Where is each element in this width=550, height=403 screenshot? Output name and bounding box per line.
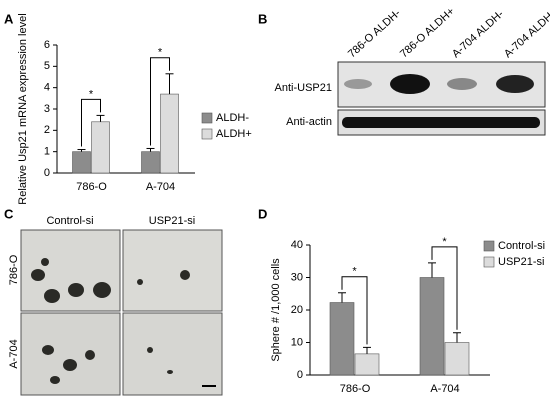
y-tick-label: 0: [44, 167, 50, 179]
lane-label: 786-O ALDH-: [346, 7, 403, 60]
sphere: [85, 350, 95, 360]
y-tick-label: 4: [44, 82, 50, 94]
significance-bracket: [81, 98, 101, 147]
legend-label: USP21-si: [498, 256, 544, 268]
panel-label: B: [258, 11, 267, 26]
band: [447, 78, 477, 90]
y-axis-label: Relative Usp21 mRNA expression level: [17, 13, 29, 204]
sphere: [147, 347, 153, 353]
legend-swatch: [201, 112, 213, 124]
y-tick-label: 0: [297, 369, 303, 381]
sphere: [167, 370, 173, 374]
x-tick-label: A-704: [146, 181, 175, 193]
row-label: 786-O: [8, 254, 20, 285]
y-axis-label: Sphere # /1,000 cells: [270, 258, 282, 362]
blot: [337, 61, 546, 136]
bar: [72, 151, 91, 174]
lane-label: A-704 ALDH-: [450, 8, 506, 61]
significance-label: *: [89, 88, 94, 100]
y-tick-label: 30: [291, 271, 303, 283]
sphere: [68, 283, 84, 297]
sphere: [41, 258, 49, 266]
image: [20, 312, 121, 396]
band: [390, 74, 430, 94]
y-tick-label: 2: [44, 124, 50, 136]
y-tick-label: 20: [291, 304, 303, 316]
column-label: Control-si: [46, 215, 93, 227]
lane-label: A-704 ALDH+: [502, 6, 550, 60]
blot-row-label: Anti-actin: [286, 116, 332, 128]
x-tick-label: 786-O: [76, 181, 107, 193]
sphere: [93, 282, 111, 298]
legend-label: ALDH+: [216, 128, 252, 140]
bar: [160, 93, 179, 174]
blot-row-label: Anti-USP21: [275, 82, 332, 94]
legend-swatch: [483, 256, 495, 268]
y-tick-label: 3: [44, 103, 50, 115]
legend-swatch: [483, 240, 495, 252]
y-tick-label: 5: [44, 60, 50, 72]
panel-label: C: [4, 206, 14, 221]
significance-bracket: [431, 246, 458, 330]
image: [122, 229, 223, 312]
lane-label: 786-O ALDH+: [398, 5, 457, 60]
sphere: [44, 289, 60, 303]
y-tick-label: 10: [291, 336, 303, 348]
bar: [354, 353, 380, 376]
sphere: [63, 359, 77, 371]
column-label: USP21-si: [149, 215, 195, 227]
sphere: [42, 345, 54, 355]
y-tick-label: 1: [44, 146, 50, 158]
image: [122, 312, 223, 396]
micrographs: [20, 229, 223, 396]
sphere: [137, 279, 143, 285]
legend-label: Control-si: [498, 240, 545, 252]
bar: [91, 121, 110, 174]
significance-label: *: [352, 266, 357, 278]
sphere: [50, 376, 60, 384]
x-tick-label: A-704: [430, 383, 459, 395]
y-tick-label: 40: [291, 239, 303, 251]
band: [344, 79, 372, 89]
panel-label: A: [4, 11, 14, 26]
row-label: A-704: [8, 339, 20, 368]
y-tick-label: 6: [44, 39, 50, 51]
significance-bracket: [341, 276, 368, 345]
panel-label: D: [258, 206, 267, 221]
significance-label: *: [442, 236, 447, 248]
legend-label: ALDH-: [216, 112, 249, 124]
band: [496, 75, 534, 93]
significance-label: *: [158, 47, 163, 59]
sphere: [180, 270, 190, 280]
band: [342, 117, 540, 128]
sphere: [31, 269, 45, 281]
significance-bracket: [150, 57, 170, 146]
bar: [141, 151, 160, 174]
bar: [329, 302, 355, 376]
bar: [419, 277, 445, 376]
bar: [444, 342, 470, 376]
legend-swatch: [201, 128, 213, 140]
x-tick-label: 786-O: [340, 383, 371, 395]
